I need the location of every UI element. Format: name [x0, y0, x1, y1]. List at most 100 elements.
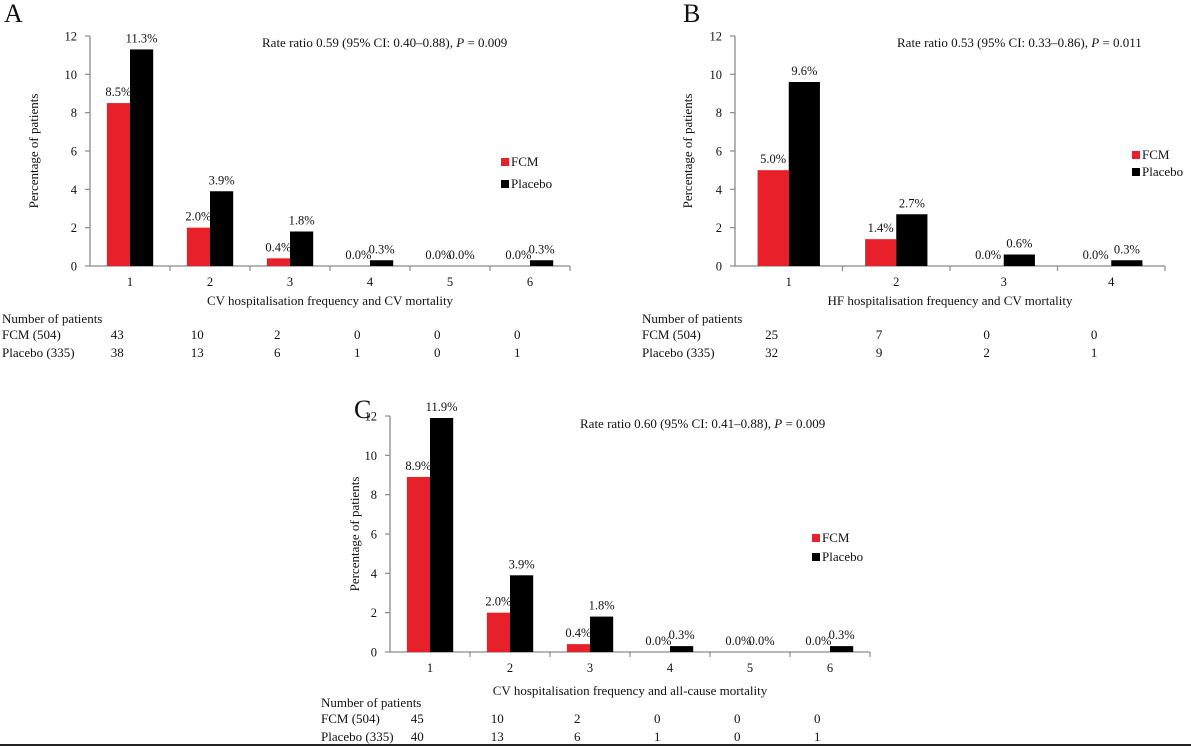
panel-a-y-tick-label: 4 [71, 183, 78, 197]
panel-a-rate-ratio-annotation: Rate ratio 0.59 (95% CI: 0.40–0.88), P =… [262, 35, 507, 50]
panel-a-y-tick-label: 2 [71, 221, 77, 235]
panel-c-data-label-placebo-2: 3.9% [509, 557, 535, 571]
panel-c-table-cell: 0 [654, 711, 661, 726]
panel-c-legend-label-placebo: Placebo [822, 549, 863, 564]
panel-c-table-cell: 2 [574, 711, 581, 726]
panel-c-x-tick-label: 4 [667, 661, 674, 675]
panel-c-y-tick-label: 0 [371, 646, 377, 660]
panel-a-data-label-placebo-5: 0.0% [449, 248, 475, 262]
panel-b-x-tick-label: 3 [1001, 275, 1007, 289]
panel-c-bar-placebo-6 [830, 646, 854, 652]
panel-c-data-label-placebo-5: 0.0% [749, 634, 775, 648]
panel-a-table-cell: 38 [111, 345, 124, 360]
panel-b-data-label-placebo-2: 2.7% [899, 196, 925, 210]
panel-a-bar-placebo-2 [210, 191, 234, 266]
panel-c-data-label-placebo-1: 11.9% [426, 400, 458, 414]
panel-b-table-cell: 7 [876, 327, 883, 342]
panel-a-y-tick-label: 0 [71, 260, 77, 274]
panel-c-data-label-fcm-4: 0.0% [645, 634, 671, 648]
panel-a-bar-placebo-1 [130, 49, 154, 266]
panel-c-y-tick-label: 12 [365, 410, 378, 424]
panel-b-data-label-fcm-2: 1.4% [868, 221, 894, 235]
panel-c-table-cell: 6 [574, 729, 581, 744]
panel-b-y-tick-label: 2 [716, 221, 722, 235]
panel-c-x-tick-label: 6 [827, 661, 833, 675]
panel-c-y-tick-label: 8 [371, 488, 377, 502]
panel-c-data-label-placebo-4: 0.3% [669, 628, 695, 642]
panel-b-data-label-placebo-1: 9.6% [791, 64, 817, 78]
panel-c-table-cell: 0 [734, 711, 741, 726]
panel-b-table-cell: 1 [1091, 345, 1098, 360]
panel-a-table-cell: 13 [191, 345, 204, 360]
panel-a-legend-swatch-fcm [501, 158, 509, 166]
panel-c-legend-swatch-fcm [812, 534, 820, 542]
panel-c-x-axis-label: CV hospitalisation frequency and all-cau… [493, 683, 768, 698]
panel-a-y-axis-label: Percentage of patients [26, 94, 41, 209]
panel-b-legend-swatch-fcm [1132, 151, 1140, 159]
panel-a-bar-fcm-1 [106, 103, 130, 266]
panel-a-bar-placebo-4 [370, 260, 394, 266]
panel-c-data-label-placebo-6: 0.3% [829, 628, 855, 642]
panel-a-data-label-placebo-1: 11.3% [126, 31, 158, 45]
panel-b-table-row-label: FCM (504) [642, 327, 701, 342]
panel-a-x-tick-label: 2 [207, 275, 213, 289]
panel-c-table-cell: 45 [411, 711, 424, 726]
panel-a-table-cell: 0 [434, 327, 441, 342]
panel-a-table-cell: 6 [274, 345, 281, 360]
panel-c-table-title: Number of patients [321, 695, 421, 710]
panel-c-y-tick-label: 4 [371, 567, 378, 581]
panel-b-bar-placebo-3 [1003, 254, 1035, 266]
panel-a-data-label-placebo-2: 3.9% [209, 173, 235, 187]
panel-c-data-label-fcm-3: 0.4% [565, 626, 591, 640]
panel-c-bar-placebo-2 [510, 575, 534, 652]
panel-a-table-row-label: Placebo (335) [2, 345, 75, 360]
panel-a-x-tick-label: 3 [287, 275, 293, 289]
panel-c-bar-placebo-4 [670, 646, 694, 652]
panel-b-y-tick-label: 8 [716, 106, 722, 120]
panel-c-x-tick-label: 2 [507, 661, 513, 675]
panel-b-y-tick-label: 4 [716, 183, 723, 197]
panel-b-table-row-label: Placebo (335) [642, 345, 715, 360]
panel-a-data-label-fcm-2: 2.0% [185, 210, 211, 224]
panel-a-x-tick-label: 6 [527, 275, 533, 289]
panel-c-rate-ratio-annotation: Rate ratio 0.60 (95% CI: 0.41–0.88), P =… [580, 416, 825, 431]
panel-c-bar-fcm-2 [486, 612, 510, 652]
panel-c-data-label-fcm-2: 2.0% [485, 595, 511, 609]
panel-a-x-tick-label: 1 [127, 275, 133, 289]
panel-b-rate-ratio-annotation: Rate ratio 0.53 (95% CI: 0.33–0.86), P =… [897, 35, 1142, 50]
panel-b-data-label-fcm-4: 0.0% [1083, 248, 1109, 262]
panel-b-y-axis-label: Percentage of patients [680, 94, 695, 209]
panel-b-legend-label-placebo: Placebo [1142, 164, 1183, 179]
panel-c-table-cell: 0 [734, 729, 741, 744]
panel-c-table-cell: 0 [814, 711, 821, 726]
panel-c-table-cell: 10 [491, 711, 504, 726]
panel-c-table-cell: 13 [491, 729, 504, 744]
panel-c-bar-placebo-1 [430, 417, 454, 652]
panel-b-bar-placebo-2 [896, 214, 928, 266]
panel-a-data-label-fcm-3: 0.4% [265, 240, 291, 254]
panel-b-x-tick-label: 1 [786, 275, 792, 289]
panel-a-table-cell: 1 [354, 345, 361, 360]
panel-b-bar-placebo-4 [1111, 260, 1143, 266]
panel-b-table-cell: 2 [983, 345, 990, 360]
panel-b-x-tick-label: 4 [1108, 275, 1115, 289]
panel-c-y-axis-label: Percentage of patients [347, 477, 362, 592]
panel-b-y-tick-label: 6 [716, 145, 722, 159]
panel-c-y-tick-label: 2 [371, 606, 377, 620]
panel-c-table-row-label: FCM (504) [321, 711, 380, 726]
panel-a-table-cell: 10 [191, 327, 204, 342]
panel-b-letter: B [683, 0, 700, 28]
panel-a-table-cell: 2 [274, 327, 281, 342]
panel-a-bar-fcm-2 [186, 227, 210, 266]
panel-a-data-label-fcm-4: 0.0% [345, 248, 371, 262]
panel-a-table-title: Number of patients [2, 311, 102, 326]
panel-a-table-cell: 1 [514, 345, 521, 360]
panel-c-table-cell: 1 [654, 729, 661, 744]
panel-b-data-label-placebo-4: 0.3% [1114, 242, 1140, 256]
panel-a-letter: A [4, 0, 23, 28]
panel-c-y-tick-label: 6 [371, 528, 377, 542]
panel-b-x-tick-label: 2 [893, 275, 899, 289]
panel-c-bar-fcm-1 [406, 476, 430, 652]
panel-b-y-tick-label: 12 [710, 30, 723, 44]
